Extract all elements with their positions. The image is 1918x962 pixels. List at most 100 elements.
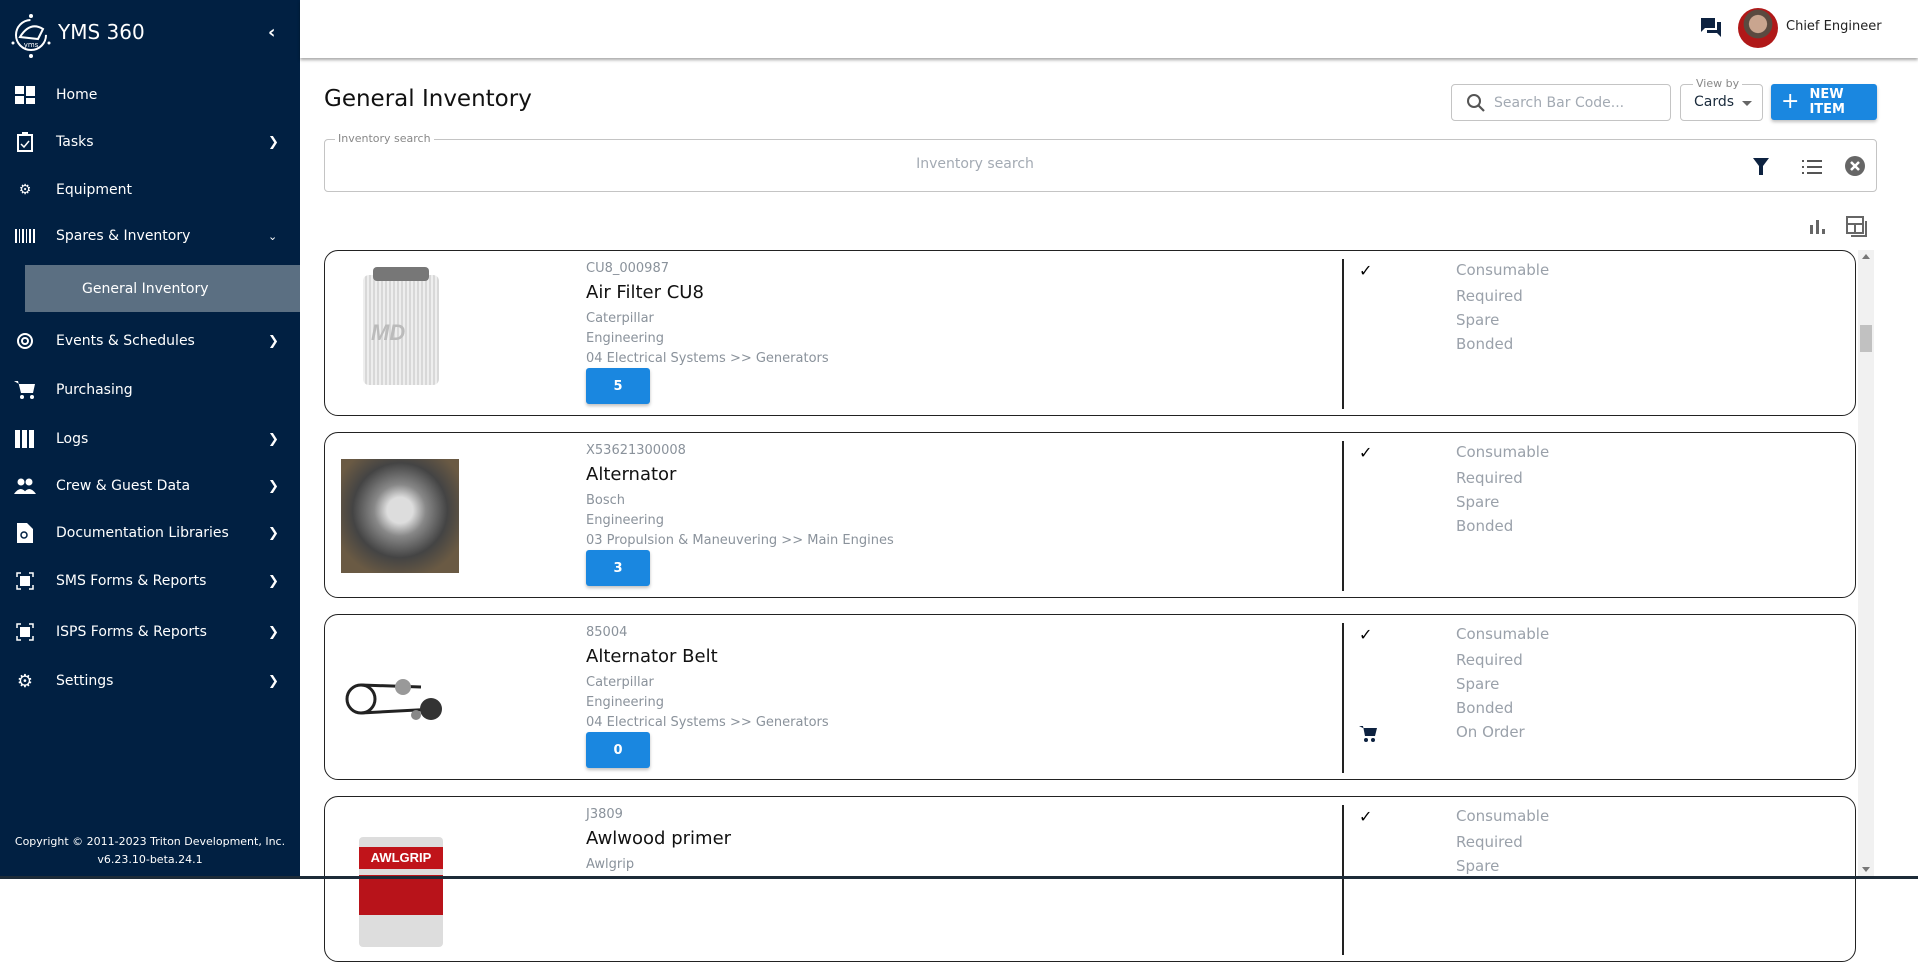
item-location: 04 Electrical Systems >> Generators bbox=[586, 715, 829, 730]
item-maker: Awlgrip bbox=[586, 857, 635, 872]
sidebar-item-settings[interactable]: ⚙ Settings ❯ bbox=[0, 661, 300, 701]
sidebar-item-isps-forms-reports[interactable]: ISPS Forms & Reports ❯ bbox=[0, 612, 300, 652]
inventory-card[interactable]: AWLGRIP J3809 Awlwood primer Awlgrip ✓ Con… bbox=[324, 796, 1856, 962]
card-divider bbox=[1342, 259, 1344, 409]
item-flag: Required bbox=[1456, 469, 1523, 487]
item-maker: Caterpillar bbox=[586, 675, 654, 690]
taskbar-edge bbox=[0, 876, 1918, 879]
view-by-label: View by bbox=[1693, 77, 1743, 90]
sidebar-item-documentation-libraries[interactable]: Documentation Libraries ❯ bbox=[0, 513, 300, 553]
check-icon: ✓ bbox=[1359, 625, 1373, 644]
item-flag: Consumable bbox=[1456, 807, 1550, 825]
item-flag: Bonded bbox=[1456, 699, 1514, 717]
item-code: X53621300008 bbox=[586, 443, 686, 458]
chevron-right-icon: ❯ bbox=[268, 333, 279, 349]
quantity-button[interactable]: 0 bbox=[586, 732, 650, 768]
item-image bbox=[341, 447, 461, 583]
barcode-search[interactable] bbox=[1451, 84, 1671, 121]
sidebar-item-crew-guest-data[interactable]: Crew & Guest Data ❯ bbox=[0, 466, 300, 506]
item-maker: Bosch bbox=[586, 493, 626, 508]
item-flag: Required bbox=[1456, 833, 1523, 851]
clear-icon[interactable] bbox=[1845, 156, 1865, 176]
page-title: General Inventory bbox=[324, 86, 532, 112]
item-code: 85004 bbox=[586, 625, 628, 640]
scroll-down-arrow[interactable] bbox=[1862, 867, 1870, 872]
inventory-search-input[interactable] bbox=[625, 156, 1325, 172]
new-item-button[interactable]: + NEW ITEM bbox=[1771, 84, 1877, 120]
item-name[interactable]: Alternator Belt bbox=[586, 646, 718, 667]
version-text: v6.23.10-beta.24.1 bbox=[97, 853, 203, 866]
user-name[interactable]: Chief Engineer bbox=[1786, 19, 1882, 34]
dashboard-icon bbox=[14, 84, 36, 106]
gear-wrench-icon: ⚙ bbox=[18, 182, 32, 198]
logo-icon: yms bbox=[11, 14, 51, 58]
bar-chart-icon[interactable] bbox=[1809, 218, 1825, 234]
collapse-sidebar-button[interactable]: ‹ bbox=[268, 22, 276, 43]
avatar[interactable] bbox=[1738, 8, 1778, 48]
view-by-select[interactable]: View by Cards bbox=[1680, 77, 1763, 121]
sidebar: yms YMS 360 ‹ Home Tasks ❯ ⚙ Equipment Spa… bbox=[0, 0, 300, 879]
item-flag: Bonded bbox=[1456, 335, 1514, 353]
barcode-icon bbox=[14, 225, 36, 247]
chevron-right-icon: ❯ bbox=[268, 134, 279, 150]
layout-icon[interactable] bbox=[1846, 216, 1868, 238]
chat-icon[interactable] bbox=[1700, 17, 1722, 43]
item-image: MD bbox=[341, 265, 461, 401]
item-name[interactable]: Awlwood primer bbox=[586, 828, 732, 849]
settings-icon: ⚙ bbox=[16, 670, 34, 692]
card-divider bbox=[1342, 441, 1344, 591]
quantity-button[interactable]: 3 bbox=[586, 550, 650, 586]
sidebar-item-purchasing[interactable]: Purchasing bbox=[0, 370, 300, 410]
item-image: AWLGRIP bbox=[341, 811, 461, 947]
sidebar-item-logs[interactable]: Logs ❯ bbox=[0, 419, 300, 459]
copyright: Copyright © 2011-2023 Triton Development… bbox=[0, 833, 300, 869]
item-name[interactable]: Alternator bbox=[586, 464, 677, 485]
sidebar-item-spares-inventory[interactable]: Spares & Inventory ⌄ bbox=[0, 216, 300, 256]
item-code: CU8_000987 bbox=[586, 261, 669, 276]
chevron-right-icon: ❯ bbox=[268, 624, 279, 640]
people-icon bbox=[14, 475, 36, 497]
sidebar-item-events-schedules[interactable]: Events & Schedules ❯ bbox=[0, 321, 300, 361]
item-flag: Consumable bbox=[1456, 261, 1550, 279]
scrollbar[interactable] bbox=[1858, 250, 1874, 876]
event-cycle-icon bbox=[14, 330, 36, 352]
form-scan-icon bbox=[14, 570, 36, 592]
item-location: 03 Propulsion & Maneuvering >> Main Engi… bbox=[586, 533, 894, 548]
item-department: Engineering bbox=[586, 513, 664, 528]
sidebar-item-general-inventory[interactable]: General Inventory bbox=[25, 265, 300, 312]
inventory-card[interactable]: MD CU8_000987 Air Filter CU8 Caterpillar… bbox=[324, 250, 1856, 416]
item-name[interactable]: Air Filter CU8 bbox=[586, 282, 704, 303]
filter-icon[interactable] bbox=[1753, 158, 1769, 176]
view-by-value: Cards bbox=[1694, 94, 1735, 110]
chevron-right-icon: ❯ bbox=[268, 431, 279, 447]
chevron-right-icon: ❯ bbox=[268, 525, 279, 541]
item-location: 04 Electrical Systems >> Generators bbox=[586, 351, 829, 366]
item-flag: Spare bbox=[1456, 311, 1500, 329]
card-divider bbox=[1342, 805, 1344, 955]
new-item-label: NEW ITEM bbox=[1809, 87, 1845, 117]
app-title: YMS 360 bbox=[58, 20, 145, 44]
item-flag: Bonded bbox=[1456, 517, 1514, 535]
item-flag: On Order bbox=[1456, 723, 1525, 741]
inventory-card[interactable]: X53621300008 Alternator Bosch Engineering… bbox=[324, 432, 1856, 598]
sidebar-item-tasks[interactable]: Tasks ❯ bbox=[0, 122, 300, 162]
item-image bbox=[341, 629, 461, 765]
sidebar-item-equipment[interactable]: ⚙ Equipment bbox=[0, 170, 300, 210]
scroll-up-arrow[interactable] bbox=[1862, 254, 1870, 259]
barcode-search-input[interactable] bbox=[1494, 94, 1654, 111]
caret-down-icon bbox=[1742, 101, 1752, 106]
item-flag: Spare bbox=[1456, 675, 1500, 693]
chevron-right-icon: ❯ bbox=[268, 673, 279, 689]
clipboard-icon bbox=[14, 131, 36, 153]
sidebar-item-sms-forms-reports[interactable]: SMS Forms & Reports ❯ bbox=[0, 561, 300, 601]
inventory-card[interactable]: 85004 Alternator Belt Caterpillar Enginee… bbox=[324, 614, 1856, 780]
form-scan-icon bbox=[14, 621, 36, 643]
document-search-icon bbox=[14, 522, 36, 544]
sidebar-item-home[interactable]: Home bbox=[0, 75, 300, 115]
chevron-down-icon: ⌄ bbox=[268, 229, 278, 243]
list-icon[interactable] bbox=[1802, 159, 1822, 175]
inventory-search[interactable]: Inventory search bbox=[324, 132, 1877, 192]
scrollbar-thumb[interactable] bbox=[1860, 325, 1872, 352]
check-icon: ✓ bbox=[1359, 807, 1373, 826]
quantity-button[interactable]: 5 bbox=[586, 368, 650, 404]
